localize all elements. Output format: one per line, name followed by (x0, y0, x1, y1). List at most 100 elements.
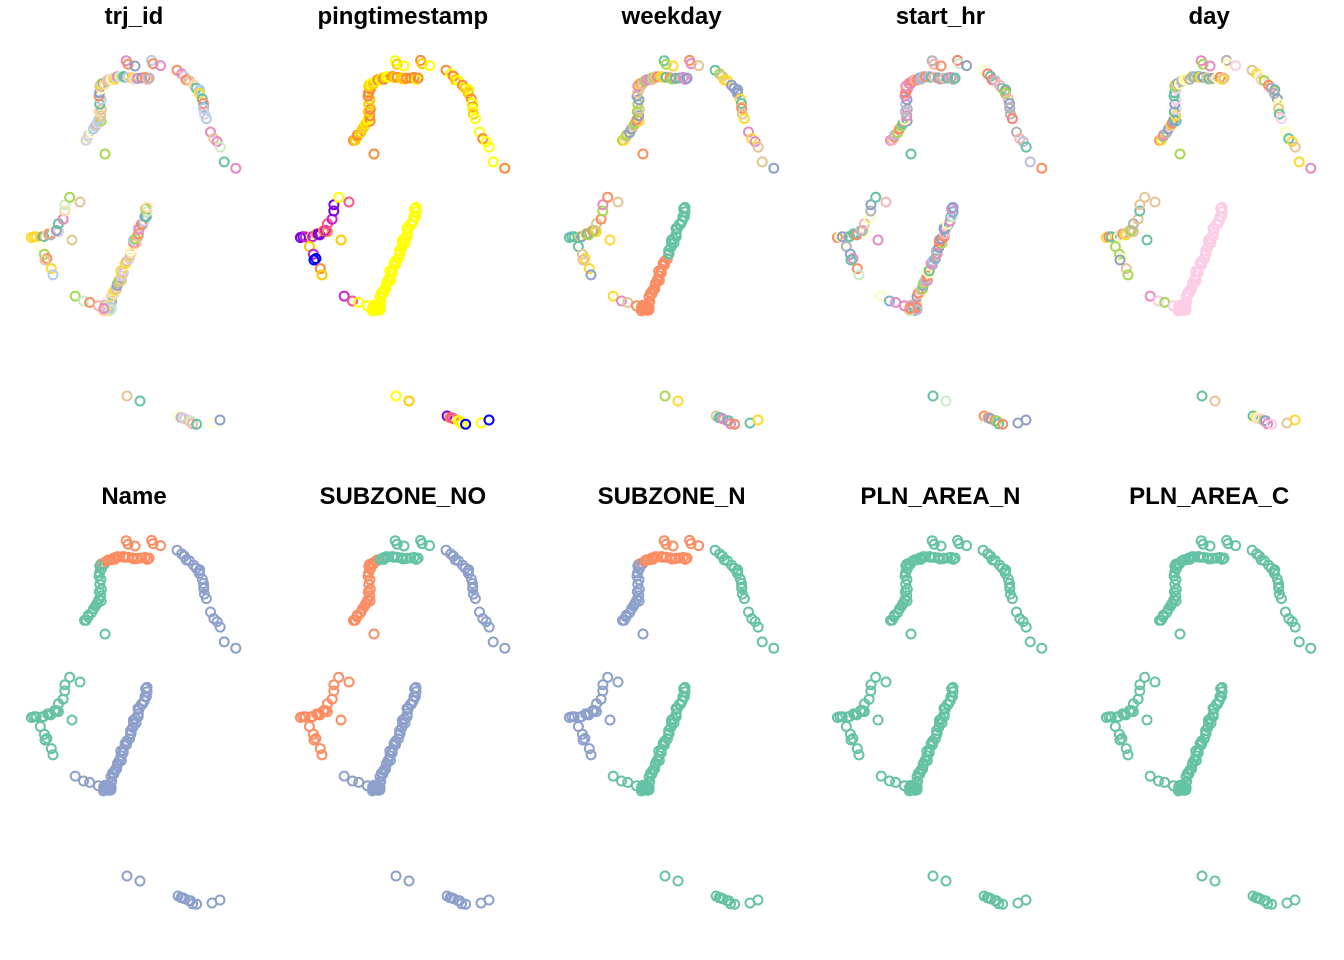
data-point (621, 296, 633, 308)
data-point (1273, 98, 1285, 109)
panel-plot-area (1101, 54, 1317, 430)
data-point (735, 578, 747, 589)
data-point (1116, 253, 1128, 264)
panel-title: PLN_AREA_N (860, 483, 1021, 510)
data-point (601, 191, 613, 203)
data-point (1122, 269, 1134, 281)
data-point (47, 269, 59, 281)
data-point (946, 683, 958, 695)
data-point (310, 733, 322, 744)
data-point (1139, 191, 1151, 203)
data-point (200, 113, 212, 125)
data-point (577, 254, 589, 266)
data-point (660, 58, 672, 70)
data-point (583, 263, 595, 275)
data-point (997, 418, 1009, 430)
data-point (200, 593, 212, 605)
data-point (191, 898, 203, 910)
data-point (568, 711, 580, 723)
data-point (631, 586, 643, 598)
data-point (946, 203, 958, 215)
data-point (47, 749, 59, 761)
data-point (361, 780, 373, 792)
data-point (1266, 898, 1278, 910)
data-point (947, 681, 959, 693)
data-point (953, 58, 965, 70)
data-point (660, 538, 672, 550)
data-point (214, 621, 226, 633)
data-point (140, 683, 152, 695)
data-point (1025, 156, 1037, 168)
data-point (92, 300, 104, 312)
data-point (129, 60, 141, 72)
data-point (865, 679, 877, 691)
data-point (1305, 642, 1317, 654)
data-point (847, 253, 859, 264)
chart-panel: SUBZONE_NO (269, 480, 537, 960)
data-point (637, 148, 649, 160)
data-point (588, 225, 600, 236)
data-point (845, 254, 857, 266)
data-point (50, 225, 62, 236)
data-point (59, 685, 71, 697)
data-point (50, 705, 62, 716)
data-point (1230, 60, 1242, 72)
data-point (1180, 784, 1192, 796)
data-point (30, 231, 42, 243)
data-point (667, 60, 679, 72)
data-point (752, 141, 764, 153)
data-point (588, 705, 600, 716)
data-point (670, 708, 682, 720)
data-point (1174, 148, 1186, 160)
data-point (391, 538, 403, 550)
data-point (335, 234, 347, 246)
data-point (940, 875, 952, 887)
panel-plot-area (1101, 534, 1317, 910)
data-point (367, 303, 379, 315)
data-point (870, 191, 882, 203)
data-point (316, 269, 328, 281)
data-point (1007, 113, 1019, 125)
data-point (731, 88, 743, 99)
data-point (601, 671, 613, 683)
panel-title: pingtimestamp (317, 3, 489, 30)
data-point (900, 586, 912, 598)
data-point (155, 540, 167, 552)
data-point (1149, 676, 1161, 688)
data-point (1159, 776, 1171, 788)
data-point (299, 231, 311, 243)
chart-panel: weekday (538, 0, 806, 480)
data-point (343, 676, 355, 688)
data-point (129, 540, 141, 552)
data-point (1214, 551, 1226, 563)
panel-title: weekday (621, 3, 722, 30)
data-point (466, 98, 478, 109)
data-point (462, 88, 474, 99)
data-point (1139, 671, 1151, 683)
panel-title: SUBZONE_N (597, 483, 746, 510)
data-point (139, 551, 151, 563)
data-point (880, 676, 892, 688)
data-point (483, 621, 495, 633)
data-point (143, 72, 155, 84)
data-point (214, 141, 226, 153)
data-point (604, 234, 616, 246)
data-point (1134, 685, 1146, 697)
data-point (74, 196, 86, 208)
data-point (585, 749, 597, 761)
data-point (134, 875, 146, 887)
panel-plot-area (563, 534, 779, 910)
data-point (631, 106, 643, 118)
data-point (927, 390, 939, 402)
data-point (853, 269, 865, 281)
data-point (41, 253, 53, 264)
data-point (335, 714, 347, 726)
data-point (214, 894, 226, 906)
data-point (904, 783, 916, 795)
data-point (1018, 136, 1030, 148)
data-point (672, 875, 684, 887)
data-point (408, 203, 420, 215)
data-point (308, 254, 320, 266)
chart-panel: SUBZONE_N (538, 480, 806, 960)
data-point (596, 199, 608, 211)
